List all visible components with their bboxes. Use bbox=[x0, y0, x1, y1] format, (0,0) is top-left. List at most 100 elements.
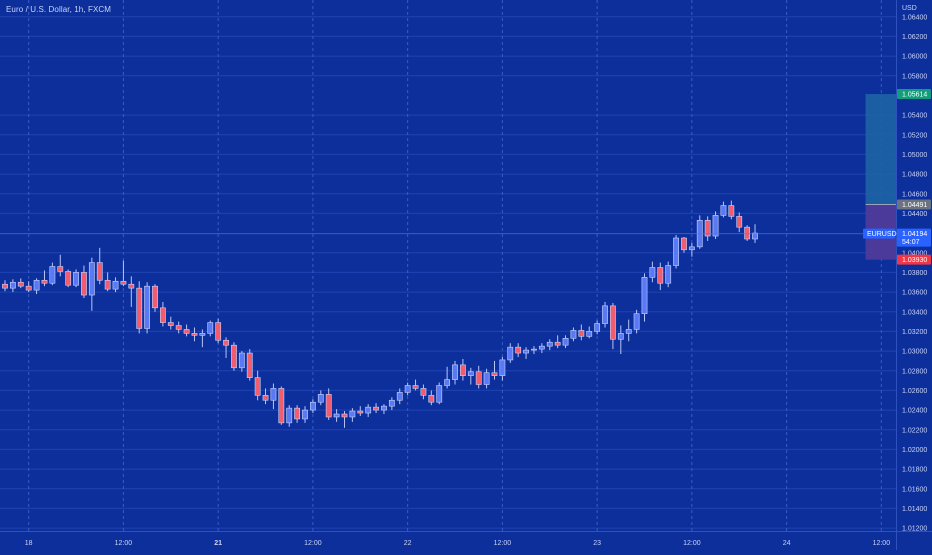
candle-body bbox=[523, 349, 529, 354]
candle-bullish bbox=[633, 309, 640, 334]
candle-bullish bbox=[649, 261, 656, 283]
candle-bullish bbox=[33, 278, 40, 295]
candle-bearish bbox=[183, 324, 190, 337]
candle-bullish bbox=[404, 382, 411, 396]
candle-bullish bbox=[625, 319, 632, 342]
candle-bullish bbox=[452, 360, 458, 385]
candle-body bbox=[617, 333, 624, 340]
candle-body bbox=[160, 307, 166, 323]
candle-body bbox=[73, 272, 79, 286]
candle-bearish bbox=[25, 281, 32, 293]
candle-bullish bbox=[720, 201, 727, 218]
x-tick-label: 12:00 bbox=[873, 540, 891, 547]
candle-bullish bbox=[688, 242, 695, 257]
candle-body bbox=[120, 280, 127, 285]
candle-bearish bbox=[341, 411, 348, 428]
stop-price-badge bbox=[897, 254, 931, 265]
candle-body bbox=[183, 329, 190, 334]
candle-bearish bbox=[515, 343, 522, 357]
candle-body bbox=[57, 266, 64, 272]
candles bbox=[2, 200, 758, 428]
candle-body bbox=[586, 331, 593, 337]
candle-bearish bbox=[254, 370, 261, 401]
candle-body bbox=[262, 395, 269, 401]
candle-body bbox=[112, 280, 119, 290]
candle-body bbox=[215, 322, 222, 341]
candle-bullish bbox=[88, 257, 95, 311]
candle-body bbox=[531, 348, 537, 351]
candle-body bbox=[41, 279, 48, 284]
candle-body bbox=[412, 385, 419, 389]
candle-body bbox=[657, 267, 664, 284]
y-tick-label: 1.05800 bbox=[902, 73, 927, 80]
candle-body bbox=[641, 277, 648, 315]
candle-body bbox=[175, 325, 182, 330]
stop-price-badge-label: 1.03930 bbox=[902, 257, 927, 264]
candle-bearish bbox=[231, 342, 237, 371]
candle-bullish bbox=[673, 235, 679, 269]
candle-bearish bbox=[744, 225, 751, 241]
candle-body bbox=[475, 371, 482, 385]
candle-bearish bbox=[65, 269, 72, 288]
candle-body bbox=[404, 385, 411, 393]
candle-bearish bbox=[152, 284, 158, 312]
candle-bearish bbox=[120, 260, 127, 287]
candle-bearish bbox=[420, 384, 427, 400]
candle-body bbox=[270, 388, 277, 401]
candle-body bbox=[625, 329, 632, 334]
y-tick-label: 1.03600 bbox=[902, 290, 927, 297]
y-tick-label: 1.02600 bbox=[902, 388, 927, 395]
x-tick-label: 12:00 bbox=[115, 540, 133, 547]
y-tick-label: 1.04400 bbox=[902, 211, 927, 218]
candle-body bbox=[167, 322, 174, 326]
candle-body bbox=[49, 266, 56, 284]
x-tick-label: 18 bbox=[25, 540, 33, 547]
candle-body bbox=[246, 352, 253, 378]
candle-body bbox=[460, 364, 466, 376]
candle-bearish bbox=[167, 316, 174, 330]
candle-body bbox=[420, 388, 427, 396]
candle-body bbox=[325, 394, 332, 418]
candle-bearish bbox=[278, 386, 285, 425]
candle-body bbox=[33, 279, 40, 291]
candle-bearish bbox=[704, 216, 711, 241]
candle-bullish bbox=[602, 301, 608, 328]
currency-label: USD bbox=[902, 5, 917, 12]
candle-bullish bbox=[199, 329, 206, 348]
candle-bullish bbox=[238, 351, 245, 372]
current-price-label: 1.04194 bbox=[902, 231, 927, 238]
entry-price-badge bbox=[897, 199, 931, 210]
candle-bullish bbox=[396, 388, 403, 405]
candle-bullish bbox=[507, 343, 514, 363]
candle-body bbox=[238, 352, 245, 369]
y-tick-label: 1.01600 bbox=[902, 486, 927, 493]
candle-bullish bbox=[641, 273, 648, 322]
candle-bullish bbox=[270, 383, 277, 410]
candle-body bbox=[436, 385, 443, 403]
candle-body bbox=[65, 271, 72, 286]
candle-bearish bbox=[610, 302, 616, 350]
candle-bullish bbox=[365, 404, 372, 417]
candle-bearish bbox=[578, 324, 585, 341]
candle-bullish bbox=[286, 405, 293, 427]
y-tick-label: 1.03800 bbox=[902, 270, 927, 277]
candle-bullish bbox=[444, 366, 451, 389]
candle-bullish bbox=[73, 269, 79, 288]
candle-bearish bbox=[294, 405, 301, 423]
candle-body bbox=[736, 216, 743, 228]
candle-bearish bbox=[475, 365, 482, 389]
candle-body bbox=[712, 215, 719, 237]
candle-body bbox=[483, 372, 490, 385]
candle-bullish bbox=[570, 327, 577, 342]
candle-body bbox=[88, 262, 95, 296]
candle-body bbox=[286, 407, 293, 424]
y-tick-label: 1.06000 bbox=[902, 54, 927, 61]
candle-bullish bbox=[562, 335, 569, 349]
candle-body bbox=[231, 344, 237, 369]
y-tick-label: 1.06400 bbox=[902, 14, 927, 21]
candle-bearish bbox=[412, 379, 419, 391]
candle-bullish bbox=[499, 356, 506, 381]
